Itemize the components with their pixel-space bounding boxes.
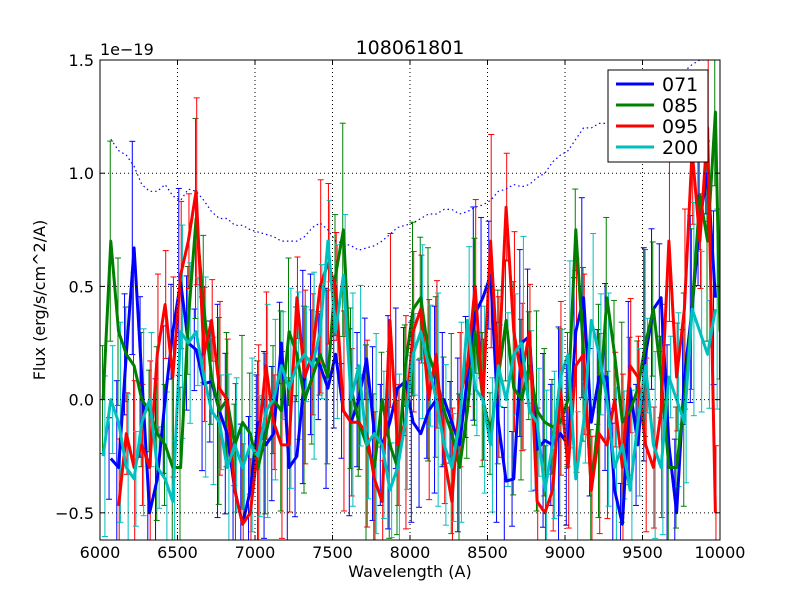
x-tick-label: 8500 [467, 543, 508, 562]
series-line-085 [101, 110, 720, 492]
y-tick-label: 0.0 [69, 391, 94, 410]
grid-lines [100, 60, 720, 540]
x-tick-label: 6500 [157, 543, 198, 562]
legend-label-071: 071 [662, 74, 698, 96]
legend-label-095: 095 [662, 116, 698, 138]
x-tick-label: 7500 [312, 543, 353, 562]
y-tick-label: 1.0 [69, 164, 94, 183]
x-axis-label: Wavelength (A) [348, 562, 471, 581]
series-line-095 [117, 126, 717, 526]
y-tick-label: 1.5 [69, 51, 94, 70]
ticks: 6000 6500 7000 7500 8000 8500 9000 9500 10000 −0.… [55, 51, 745, 562]
x-tick-label: 9500 [622, 543, 663, 562]
x-tick-label: 6000 [80, 543, 121, 562]
series-line-200 [101, 239, 717, 503]
x-tick-label: 9000 [545, 543, 586, 562]
y-offset-label: 1e−19 [100, 40, 154, 59]
legend-label-085: 085 [662, 95, 698, 117]
x-tick-label: 7000 [235, 543, 276, 562]
y-tick-label: −0.5 [55, 504, 94, 523]
chart-title: 108061801 [356, 37, 465, 59]
x-tick-label: 8000 [390, 543, 431, 562]
legend-label-200: 200 [662, 137, 698, 159]
y-tick-label: 0.5 [69, 277, 94, 296]
x-tick-label: 10000 [695, 543, 746, 562]
series-layer [101, 60, 720, 526]
y-axis-label: Flux (erg/s/cm^2/A) [30, 220, 49, 381]
